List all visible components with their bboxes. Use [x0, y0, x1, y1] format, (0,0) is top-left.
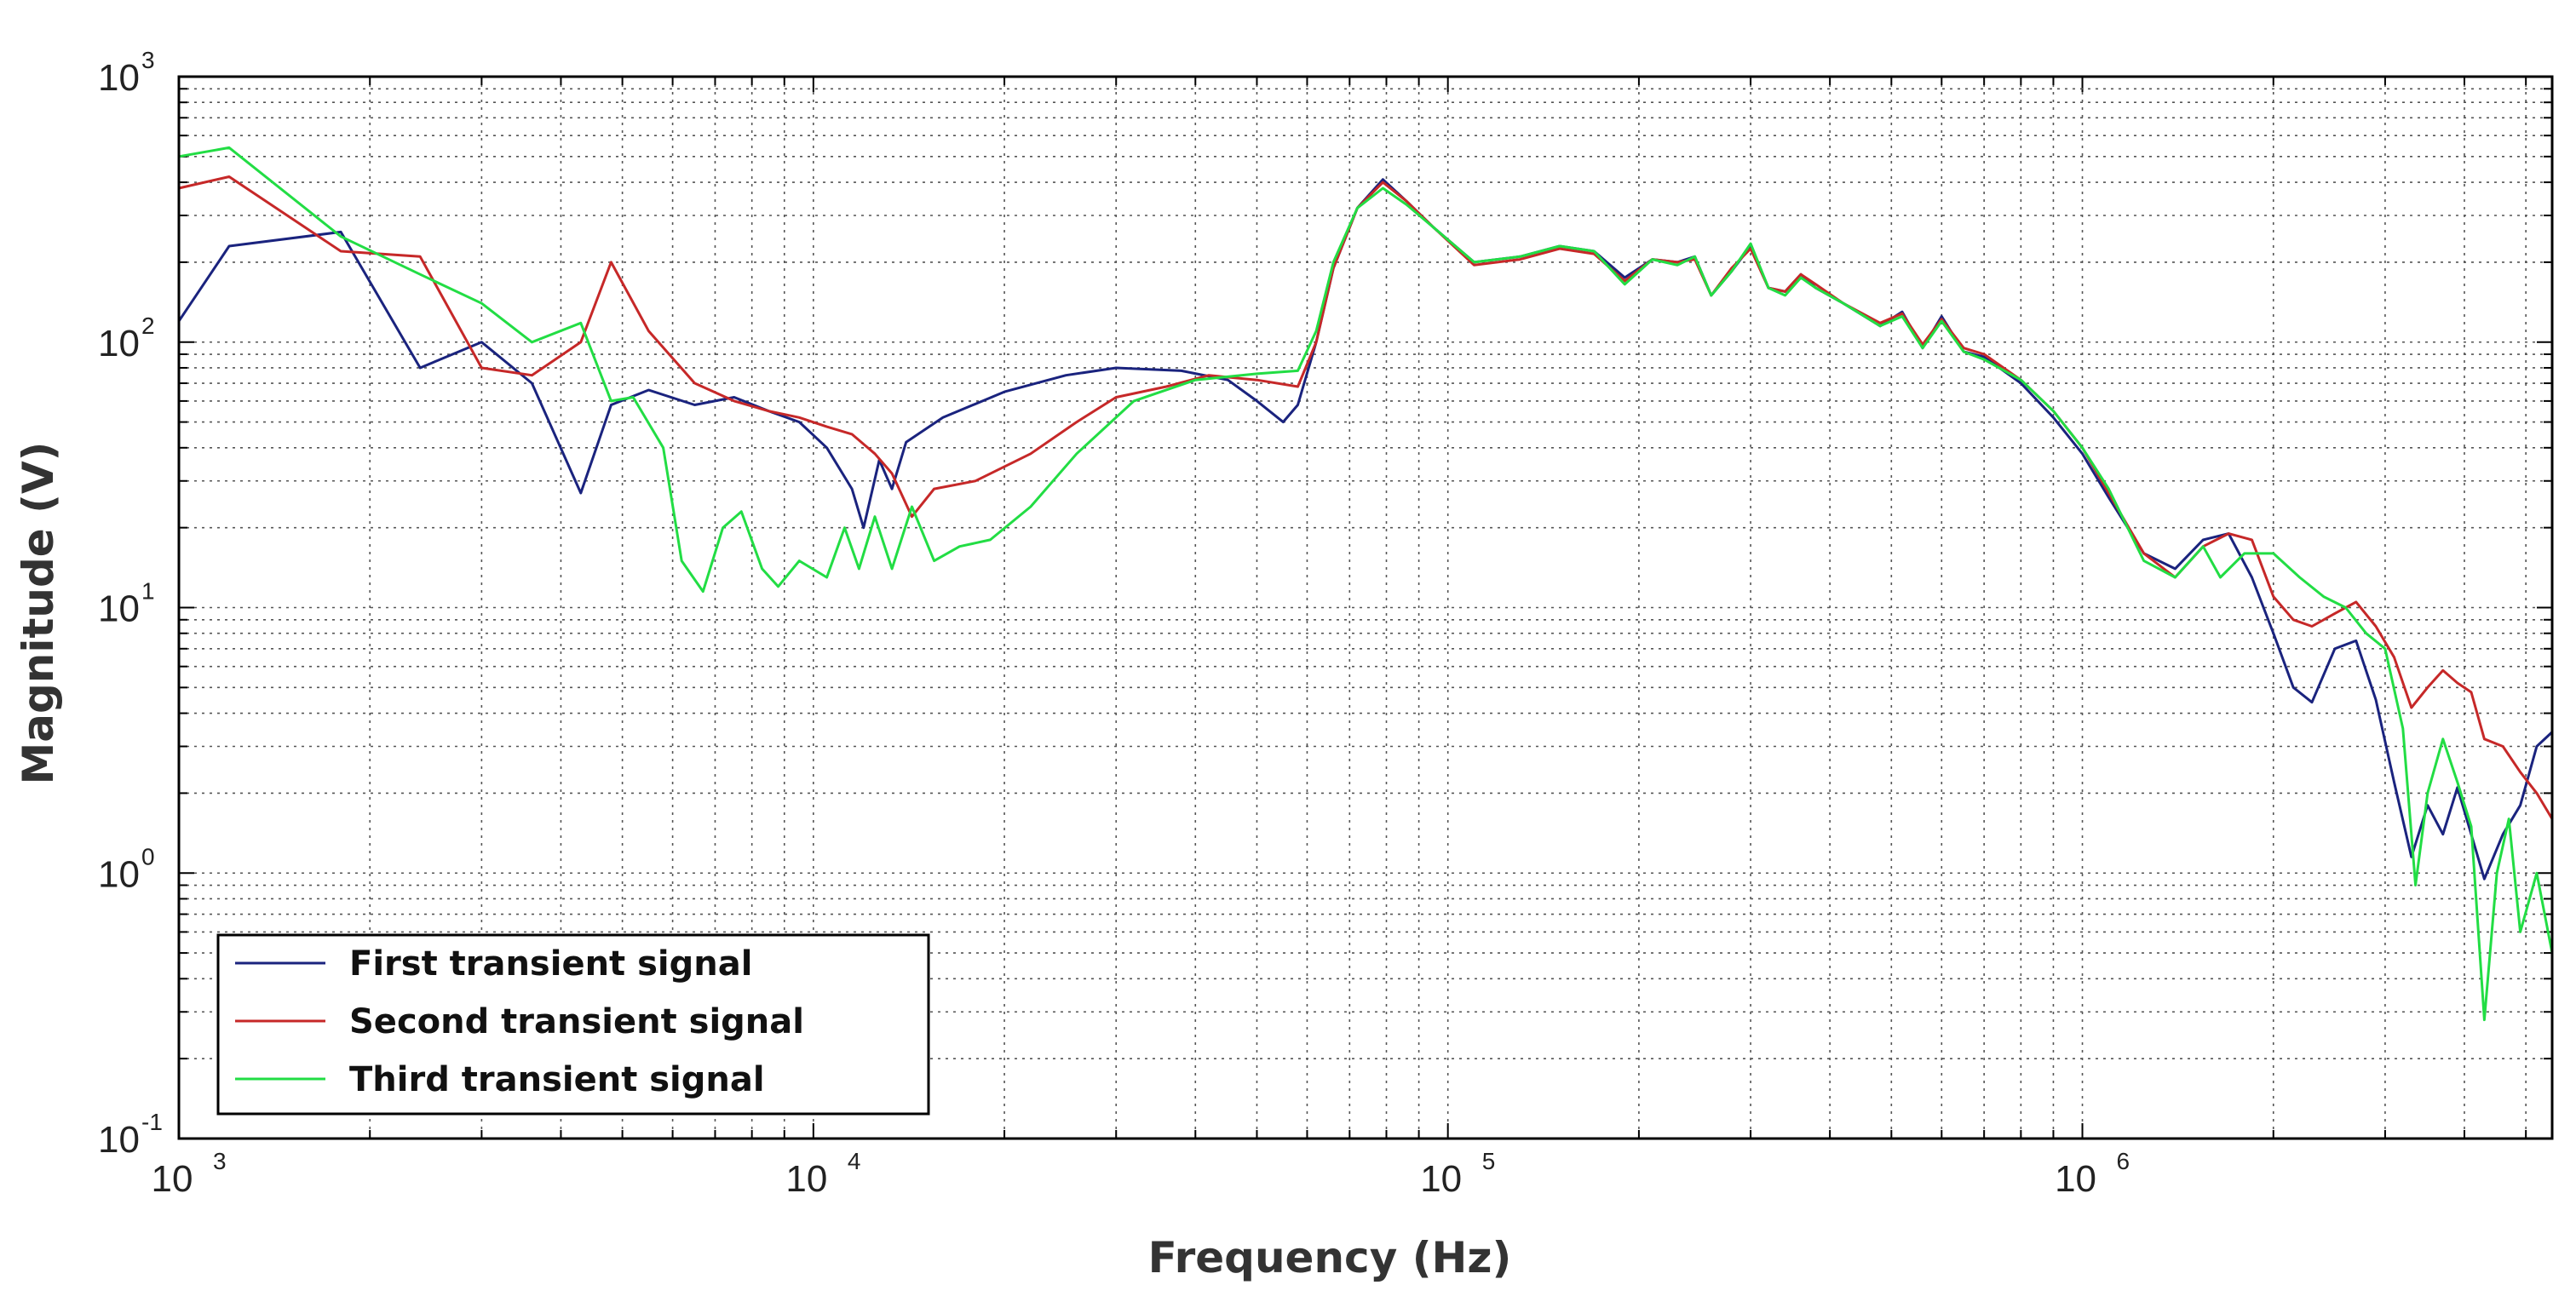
x-tick-label: 10: [1420, 1158, 1462, 1200]
y-tick-exponent: 1: [141, 578, 155, 605]
x-tick-exponent: 3: [213, 1148, 227, 1174]
legend-box: [216, 933, 930, 1116]
legend: First transient signal Second transient …: [216, 933, 930, 1116]
legend-label-first: First transient signal: [349, 944, 752, 984]
x-tick-label: 10: [2055, 1158, 2096, 1200]
x-tick-label: 10: [785, 1158, 827, 1200]
y-tick-exponent: 0: [141, 843, 155, 869]
x-tick-label: 10: [152, 1158, 193, 1200]
y-tick-label: 10: [98, 57, 140, 99]
y-tick-label: 10: [98, 588, 140, 630]
y-tick-label: 10: [98, 1119, 140, 1161]
legend-label-second: Second transient signal: [349, 1002, 804, 1041]
x-axis-title: Frequency (Hz): [1148, 1233, 1512, 1282]
series-line-3: [178, 146, 2554, 1022]
y-axis-title: Magnitude (V): [14, 441, 63, 784]
y-tick-exponent: -1: [141, 1109, 163, 1135]
legend-label-third: Third transient signal: [349, 1060, 765, 1099]
x-tick-exponent: 4: [848, 1148, 861, 1174]
plot-frame: [177, 75, 2554, 1140]
grid: [178, 76, 2552, 1139]
y-tick-exponent: 3: [141, 47, 155, 73]
x-tick-exponent: 6: [2117, 1148, 2130, 1174]
y-tick-label: 10: [98, 323, 140, 364]
x-tick-exponent: 5: [1482, 1148, 1496, 1174]
y-tick-label: 10: [98, 853, 140, 895]
y-tick-exponent: 2: [141, 313, 155, 339]
series-line-1: [177, 178, 2554, 881]
series-lines: [177, 146, 2554, 1022]
x-axis-ticks: 10 3 10 4 10 5 10 6: [152, 1148, 2130, 1200]
